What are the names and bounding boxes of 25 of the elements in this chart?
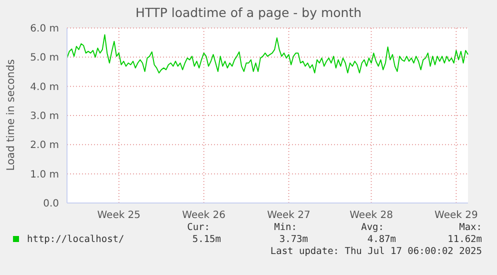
legend-label: http://localhost/ xyxy=(26,234,124,245)
chart-title: HTTP loadtime of a page - by month xyxy=(134,5,363,20)
text: Avg: xyxy=(361,222,384,233)
y-tick-label: 0.0 xyxy=(43,198,59,210)
y-tick-label: 4.0 m xyxy=(30,82,59,93)
text: 11.62m xyxy=(448,234,482,245)
text: Max: xyxy=(459,222,482,233)
y-tick-label: 3.0 m xyxy=(30,111,59,122)
text: 4.87m xyxy=(367,234,396,245)
y-axis-title: Load time in seconds xyxy=(5,59,17,171)
x-tick-label: Week 26 xyxy=(182,210,226,222)
x-tick-label: Week 25 xyxy=(97,210,141,222)
y-tick-label: 6.0 m xyxy=(30,24,59,35)
y-tick-label: 1.0 m xyxy=(30,169,59,180)
text: 5.15m xyxy=(192,234,221,245)
x-tick-label: Week 29 xyxy=(434,210,478,222)
y-tick-label: 2.0 m xyxy=(30,140,59,152)
y-tick-label: 5.0 m xyxy=(30,52,59,64)
line-series xyxy=(66,34,468,74)
text: Last update: Thu Jul 17 06:00:02 2025 xyxy=(270,246,482,257)
text: 3.73m xyxy=(279,234,308,245)
text: Min: xyxy=(274,222,297,233)
text: Cur: xyxy=(187,222,210,233)
x-tick-label: Week 28 xyxy=(350,210,393,222)
x-tick-label: Week 27 xyxy=(267,210,310,222)
